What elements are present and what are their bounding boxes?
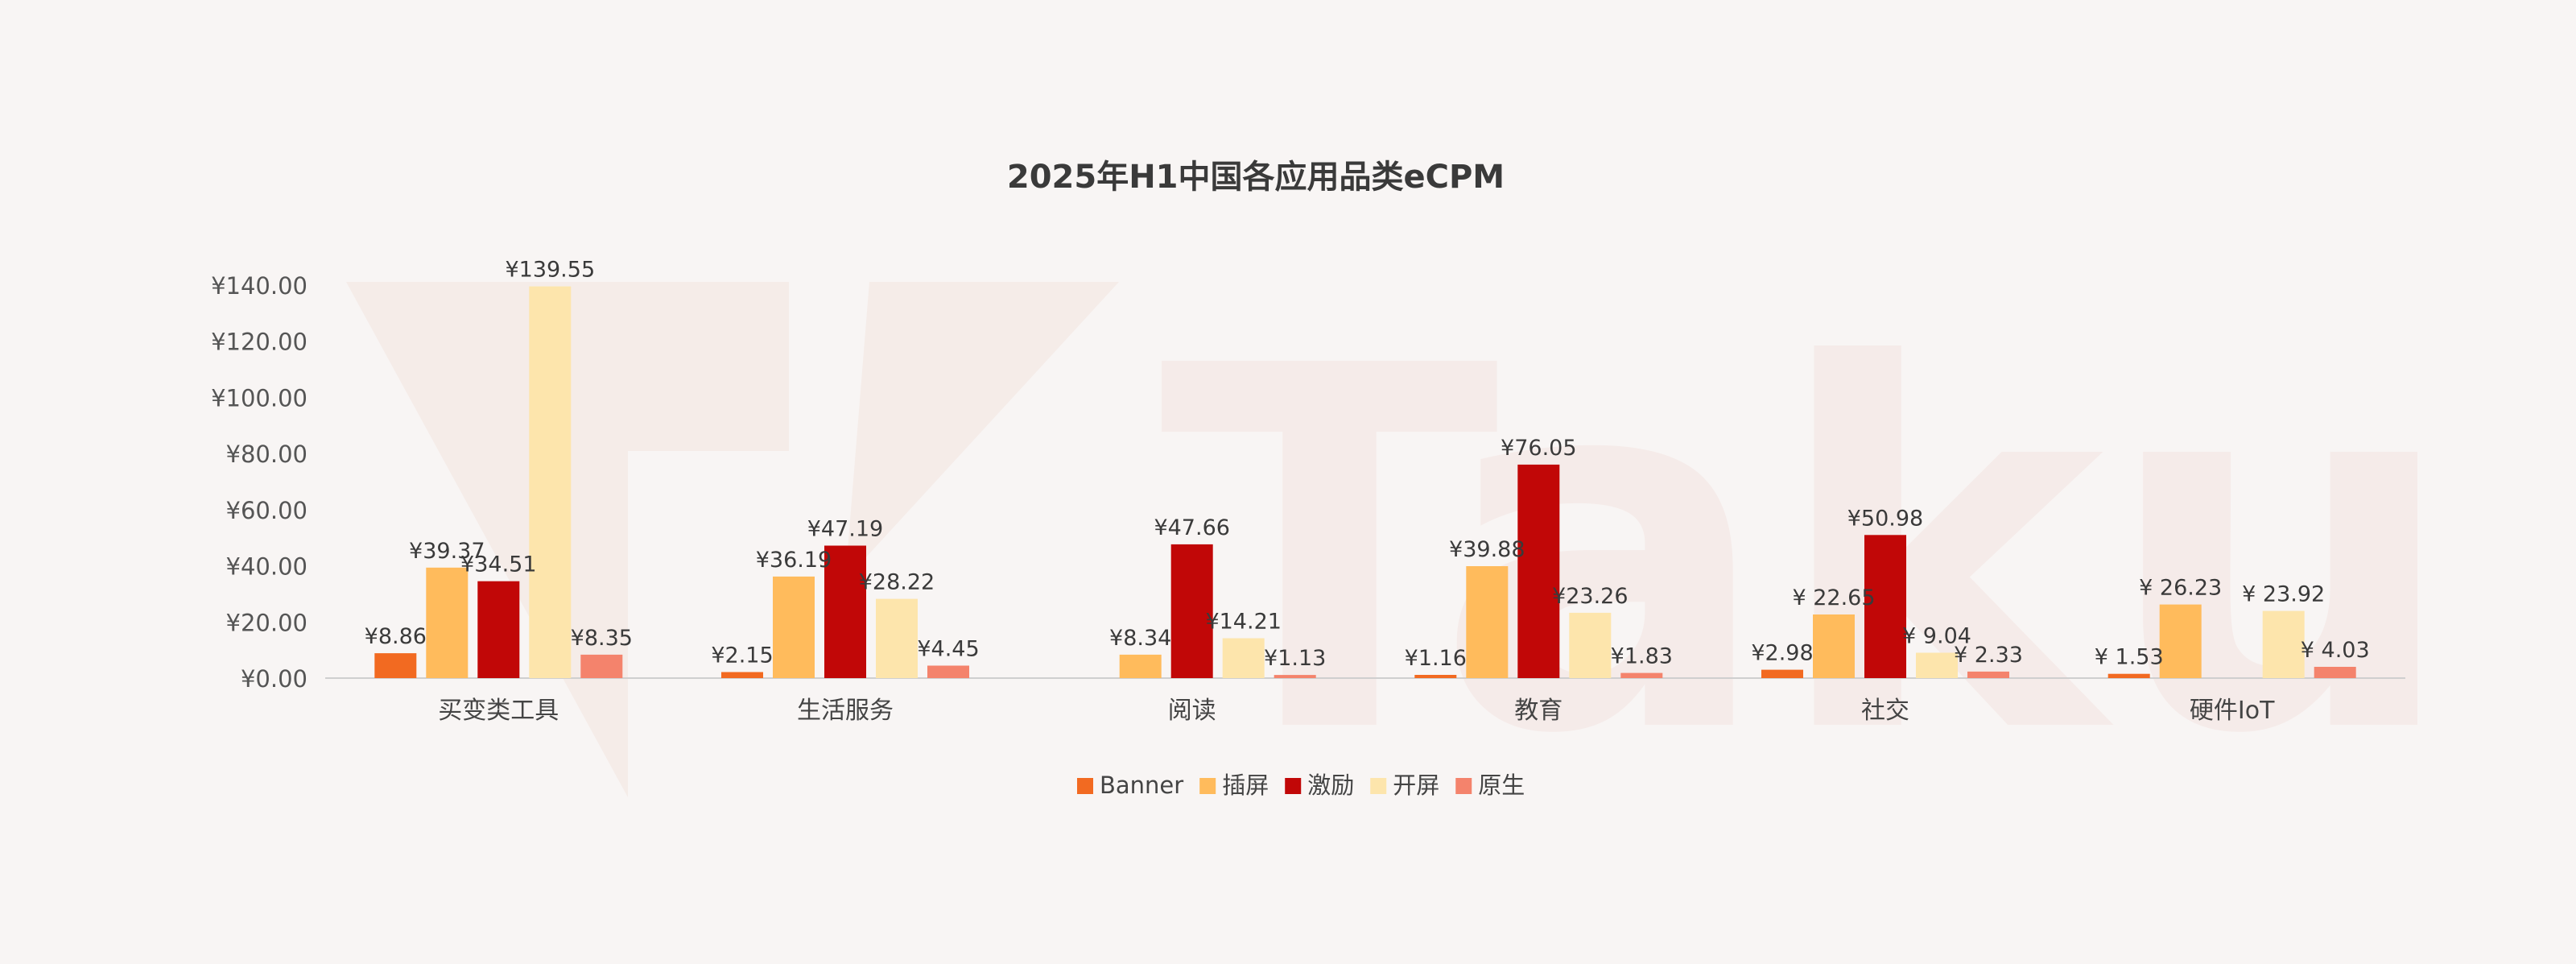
data-label: ¥ 4.03 — [2301, 638, 2370, 663]
data-label: ¥ 22.65 — [1792, 585, 1875, 610]
data-label: ¥ 1.53 — [2095, 645, 2164, 670]
x-tick-label: 教育 — [1514, 697, 1563, 725]
data-label: ¥36.19 — [756, 548, 832, 573]
legend-swatch — [1199, 778, 1216, 794]
watermark-text: Taku — [1159, 263, 2459, 843]
y-tick-label: ¥20.00 — [226, 609, 308, 636]
data-label: ¥ 23.92 — [2242, 582, 2325, 607]
data-label: ¥4.45 — [917, 637, 979, 662]
y-tick-label: ¥60.00 — [226, 497, 308, 524]
legend-swatch — [1455, 778, 1472, 794]
y-tick-label: ¥80.00 — [226, 441, 308, 468]
bar — [1620, 672, 1663, 678]
data-label: ¥2.15 — [711, 643, 773, 668]
data-label: ¥39.88 — [1449, 537, 1525, 562]
data-label: ¥47.19 — [807, 517, 883, 542]
bar — [1222, 638, 1265, 678]
chart-title: 2025年H1中国各应用品类eCPM — [1007, 159, 1505, 196]
data-label: ¥8.34 — [1109, 626, 1171, 651]
x-tick-label: 生活服务 — [797, 697, 894, 725]
y-tick-label: ¥120.00 — [211, 329, 308, 356]
data-label: ¥139.55 — [505, 258, 595, 283]
bar — [1761, 669, 1803, 678]
y-tick-label: ¥100.00 — [211, 384, 308, 412]
data-label: ¥23.26 — [1552, 584, 1628, 609]
bar — [1170, 544, 1213, 678]
data-label: ¥28.22 — [859, 570, 935, 595]
bar — [927, 665, 969, 678]
data-label: ¥34.51 — [460, 552, 536, 577]
y-tick-label: ¥140.00 — [211, 272, 308, 300]
x-tick-label: 阅读 — [1168, 697, 1216, 725]
bar — [529, 286, 572, 678]
legend-swatch — [1370, 778, 1387, 794]
x-tick-label: 硬件IoT — [2190, 697, 2275, 725]
bar — [426, 567, 469, 678]
legend-label: 插屏 — [1222, 772, 1269, 799]
bar — [773, 576, 815, 678]
y-axis: ¥0.00 ¥20.00 ¥40.00 ¥60.00 ¥80.00 ¥100.00 ¥120… — [211, 272, 2405, 693]
bar — [1569, 612, 1612, 678]
bar — [1967, 671, 2009, 678]
bar — [2262, 610, 2305, 678]
bar — [1517, 464, 1560, 678]
data-label: ¥8.86 — [365, 624, 427, 649]
bar — [1864, 535, 1906, 678]
data-label: ¥ 9.04 — [1902, 624, 1971, 649]
bar — [721, 672, 763, 678]
bar — [477, 581, 520, 678]
data-label: ¥ 26.23 — [2139, 576, 2222, 601]
legend-label: Banner — [1100, 772, 1183, 799]
data-label: ¥14.21 — [1205, 610, 1281, 635]
bar — [2159, 604, 2202, 678]
x-tick-label: 社交 — [1861, 697, 1909, 725]
data-label: ¥39.37 — [409, 539, 485, 564]
bar — [1414, 675, 1457, 678]
data-label: ¥8.35 — [571, 626, 633, 651]
bar — [1119, 654, 1162, 678]
bar — [580, 654, 623, 678]
bar — [876, 598, 918, 678]
x-tick-label: 买变类工具 — [438, 697, 559, 725]
legend-label: 原生 — [1478, 772, 1525, 799]
bar — [2314, 667, 2356, 678]
legend-swatch — [1077, 778, 1093, 794]
legend-label: 开屏 — [1393, 772, 1439, 799]
data-labels: ¥8.86 ¥39.37¥34.51 ¥139.55 ¥8.35 ¥2.15 ¥36.19… — [365, 258, 2370, 671]
bar — [1274, 675, 1316, 678]
bar — [1813, 614, 1855, 678]
data-label: ¥ 2.33 — [1954, 643, 2023, 668]
bar — [2107, 673, 2150, 678]
x-axis: 买变类工具 生活服务 阅读 教育 社交 硬件IoT — [438, 697, 2275, 725]
data-label: ¥1.13 — [1264, 646, 1326, 671]
y-tick-label: ¥0.00 — [241, 665, 308, 693]
data-label: ¥50.98 — [1847, 506, 1923, 531]
data-label: ¥76.05 — [1501, 436, 1576, 461]
bar — [1916, 652, 1958, 678]
bars — [374, 286, 2356, 678]
legend-label: 激励 — [1307, 772, 1354, 799]
legend-swatch — [1285, 778, 1302, 794]
data-label: ¥47.66 — [1154, 515, 1229, 540]
bar — [374, 653, 417, 678]
bar — [824, 545, 866, 678]
y-tick-label: ¥40.00 — [226, 553, 308, 581]
data-label: ¥1.83 — [1611, 644, 1673, 669]
bar — [1466, 566, 1509, 678]
data-label: ¥2.98 — [1751, 641, 1813, 666]
watermark-logo: Taku — [346, 263, 2459, 843]
watermark-shape — [845, 282, 1119, 580]
legend: Banner 插屏 激励 开屏 原生 — [1077, 772, 1525, 799]
data-label: ¥1.16 — [1405, 646, 1467, 671]
